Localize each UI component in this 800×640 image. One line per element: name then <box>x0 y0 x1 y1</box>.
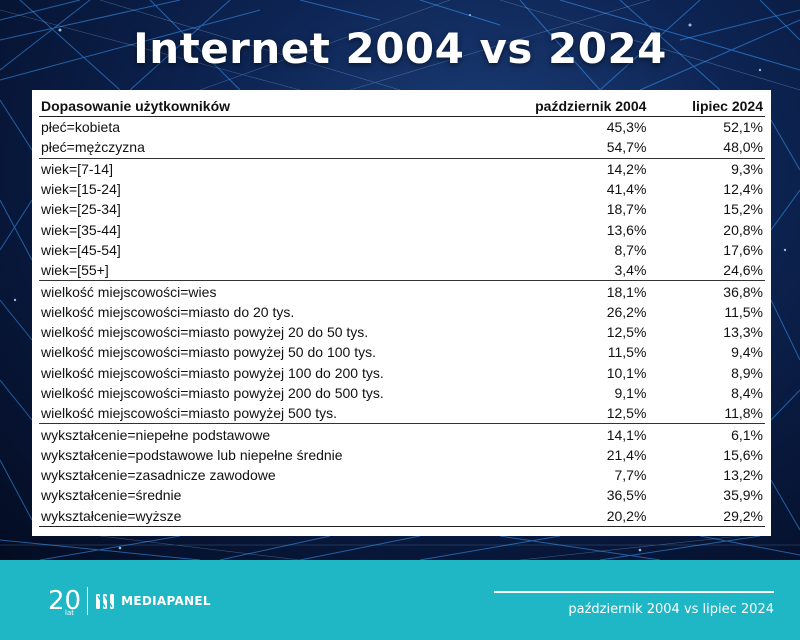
header-july-2024: lipiec 2024 <box>648 96 765 117</box>
value-october-2004: 12,5% <box>606 405 647 422</box>
row-label: wielkość miejscowości=miasto powyżej 20 … <box>41 324 369 341</box>
row-label: wielkość miejscowości=miasto powyżej 200… <box>41 385 384 401</box>
logo-divider <box>87 587 89 615</box>
value-july-2024: 35,9% <box>723 487 763 504</box>
data-table-card: Dopasowanie użytkowników październik 200… <box>32 90 771 536</box>
value-july-2024: 8,9% <box>731 364 763 381</box>
value-october-2004: 8,7% <box>614 241 647 258</box>
value-july-2024: 9,4% <box>731 344 763 361</box>
value-october-2004: 3,4% <box>614 262 647 279</box>
network-lines-decoration <box>0 0 800 560</box>
value-july-2024: 11,8% <box>724 405 763 422</box>
table-row: wykształcenie=niepełne podstawowe 14,1% 6,… <box>39 423 765 445</box>
value-july-2024: 8,4% <box>731 385 763 401</box>
value-july-2024: 13,3% <box>723 324 763 341</box>
value-october-2004: 7,7% <box>614 467 647 484</box>
mediapanel-logo-icon <box>96 594 115 609</box>
page-title: Internet 2004 vs 2024 <box>133 24 667 73</box>
row-label: wykształcenie=podstawowe lub niepełne śr… <box>41 446 343 463</box>
table-body: płeć=kobieta 45,3% 52,1% płeć=mężczyzna 54,7… <box>39 117 765 527</box>
row-label: wielkość miejscowości=miasto powyżej 100… <box>41 364 384 381</box>
value-july-2024: 9,3% <box>648 157 765 179</box>
value-october-2004: 14,2% <box>507 157 649 179</box>
value-july-2024: 12,4% <box>723 181 763 198</box>
value-october-2004: 54,7% <box>606 139 647 156</box>
mediapanel-logo: 20 lat MEDIAPANEL <box>48 584 211 618</box>
value-july-2024: 15,6% <box>723 446 763 463</box>
table-row: wielkość miejscowości=miasto powyżej 100… <box>39 363 765 383</box>
row-label: wielkość miejscowości=wies <box>39 280 508 302</box>
value-october-2004: 20,2% <box>507 505 649 527</box>
table-row: wielkość miejscowości=miasto powyżej 500… <box>39 403 765 424</box>
footer-bar <box>0 560 800 640</box>
row-label: wiek=[35-44] <box>41 221 121 238</box>
value-october-2004: 14,1% <box>507 423 649 445</box>
table-row: wiek=[35-44] 13,6% 20,8% <box>39 219 765 239</box>
row-label: wykształcenie=niepełne podstawowe <box>39 423 508 445</box>
table-row: wielkość miejscowości=miasto powyżej 20 … <box>39 322 765 342</box>
table-row: wielkość miejscowości=miasto do 20 tys. 2… <box>39 302 765 322</box>
table-row: wykształcenie=podstawowe lub niepełne śr… <box>39 445 765 465</box>
value-july-2024: 11,5% <box>724 303 763 320</box>
table-row: płeć=kobieta 45,3% 52,1% <box>39 117 765 138</box>
table-row: wielkość miejscowości=miasto powyżej 200… <box>39 383 765 403</box>
table-row: płeć=mężczyzna 54,7% 48,0% <box>39 137 765 158</box>
value-october-2004: 45,3% <box>606 119 647 136</box>
table-row: wiek=[15-24] 41,4% 12,4% <box>39 179 765 199</box>
value-july-2024: 29,2% <box>648 505 765 527</box>
table-row: wykształcenie=wyższe 20,2% 29,2% <box>39 505 765 527</box>
value-july-2024: 6,1% <box>648 423 765 445</box>
row-label: wykształcenie=wyższe <box>39 505 508 527</box>
table-row: wiek=[45-54] 8,7% 17,6% <box>39 240 765 260</box>
row-label: płeć=mężczyzna <box>41 139 145 156</box>
value-july-2024: 15,2% <box>723 201 763 218</box>
value-july-2024: 24,6% <box>723 262 763 279</box>
value-july-2024: 36,8% <box>648 280 765 302</box>
row-label: płeć=kobieta <box>41 119 121 136</box>
table-row: wielkość miejscowości=wies 18,1% 36,8% <box>39 280 765 302</box>
logo-years-caption: lat <box>65 609 74 617</box>
value-july-2024: 17,6% <box>723 241 763 258</box>
row-label: wiek=[15-24] <box>41 181 121 198</box>
value-july-2024: 13,2% <box>723 467 763 484</box>
row-label: wiek=[7-14] <box>39 157 508 179</box>
row-label: wielkość miejscowości=miasto powyżej 500… <box>41 405 338 422</box>
value-july-2024: 20,8% <box>723 221 763 238</box>
table-row: wiek=[55+] 3,4% 24,6% <box>39 260 765 281</box>
value-october-2004: 36,5% <box>606 487 647 504</box>
logo-brand: MEDIAPANEL <box>121 594 211 608</box>
value-july-2024: 48,0% <box>723 139 763 156</box>
table-header-row: Dopasowanie użytkowników październik 200… <box>39 96 765 117</box>
row-label: wykształcenie=średnie <box>41 487 182 504</box>
value-october-2004: 18,1% <box>507 280 649 302</box>
table-row: wykształcenie=średnie 36,5% 35,9% <box>39 485 765 505</box>
logo-years: 20 <box>48 586 82 616</box>
user-profile-table: Dopasowanie użytkowników październik 200… <box>39 96 765 527</box>
value-october-2004: 18,7% <box>606 201 647 218</box>
row-label: wykształcenie=zasadnicze zawodowe <box>41 467 276 484</box>
row-label: wiek=[25-34] <box>41 201 121 218</box>
table-row: wykształcenie=zasadnicze zawodowe 7,7% 13,… <box>39 465 765 485</box>
value-july-2024: 52,1% <box>723 119 763 136</box>
footer-caption: październik 2004 vs lipiec 2024 <box>568 602 774 617</box>
value-october-2004: 10,1% <box>606 364 647 381</box>
value-october-2004: 21,4% <box>606 446 647 463</box>
row-label: wiek=[55+] <box>41 262 109 279</box>
footer-divider-line <box>494 591 774 593</box>
table-row: wielkość miejscowości=miasto powyżej 50 … <box>39 342 765 362</box>
value-october-2004: 11,5% <box>607 344 647 361</box>
header-october-2004: październik 2004 <box>507 96 649 117</box>
table-row: wiek=[7-14] 14,2% 9,3% <box>39 157 765 179</box>
value-october-2004: 9,1% <box>614 385 647 401</box>
value-october-2004: 12,5% <box>606 324 647 341</box>
value-october-2004: 13,6% <box>606 221 647 238</box>
row-label: wielkość miejscowości=miasto do 20 tys. <box>41 303 295 320</box>
table-row: wiek=[25-34] 18,7% 15,2% <box>39 199 765 219</box>
row-label: wiek=[45-54] <box>41 241 121 258</box>
header-label: Dopasowanie użytkowników <box>39 96 508 117</box>
value-october-2004: 41,4% <box>606 181 647 198</box>
row-label: wielkość miejscowości=miasto powyżej 50 … <box>41 344 376 361</box>
value-october-2004: 26,2% <box>606 303 647 320</box>
